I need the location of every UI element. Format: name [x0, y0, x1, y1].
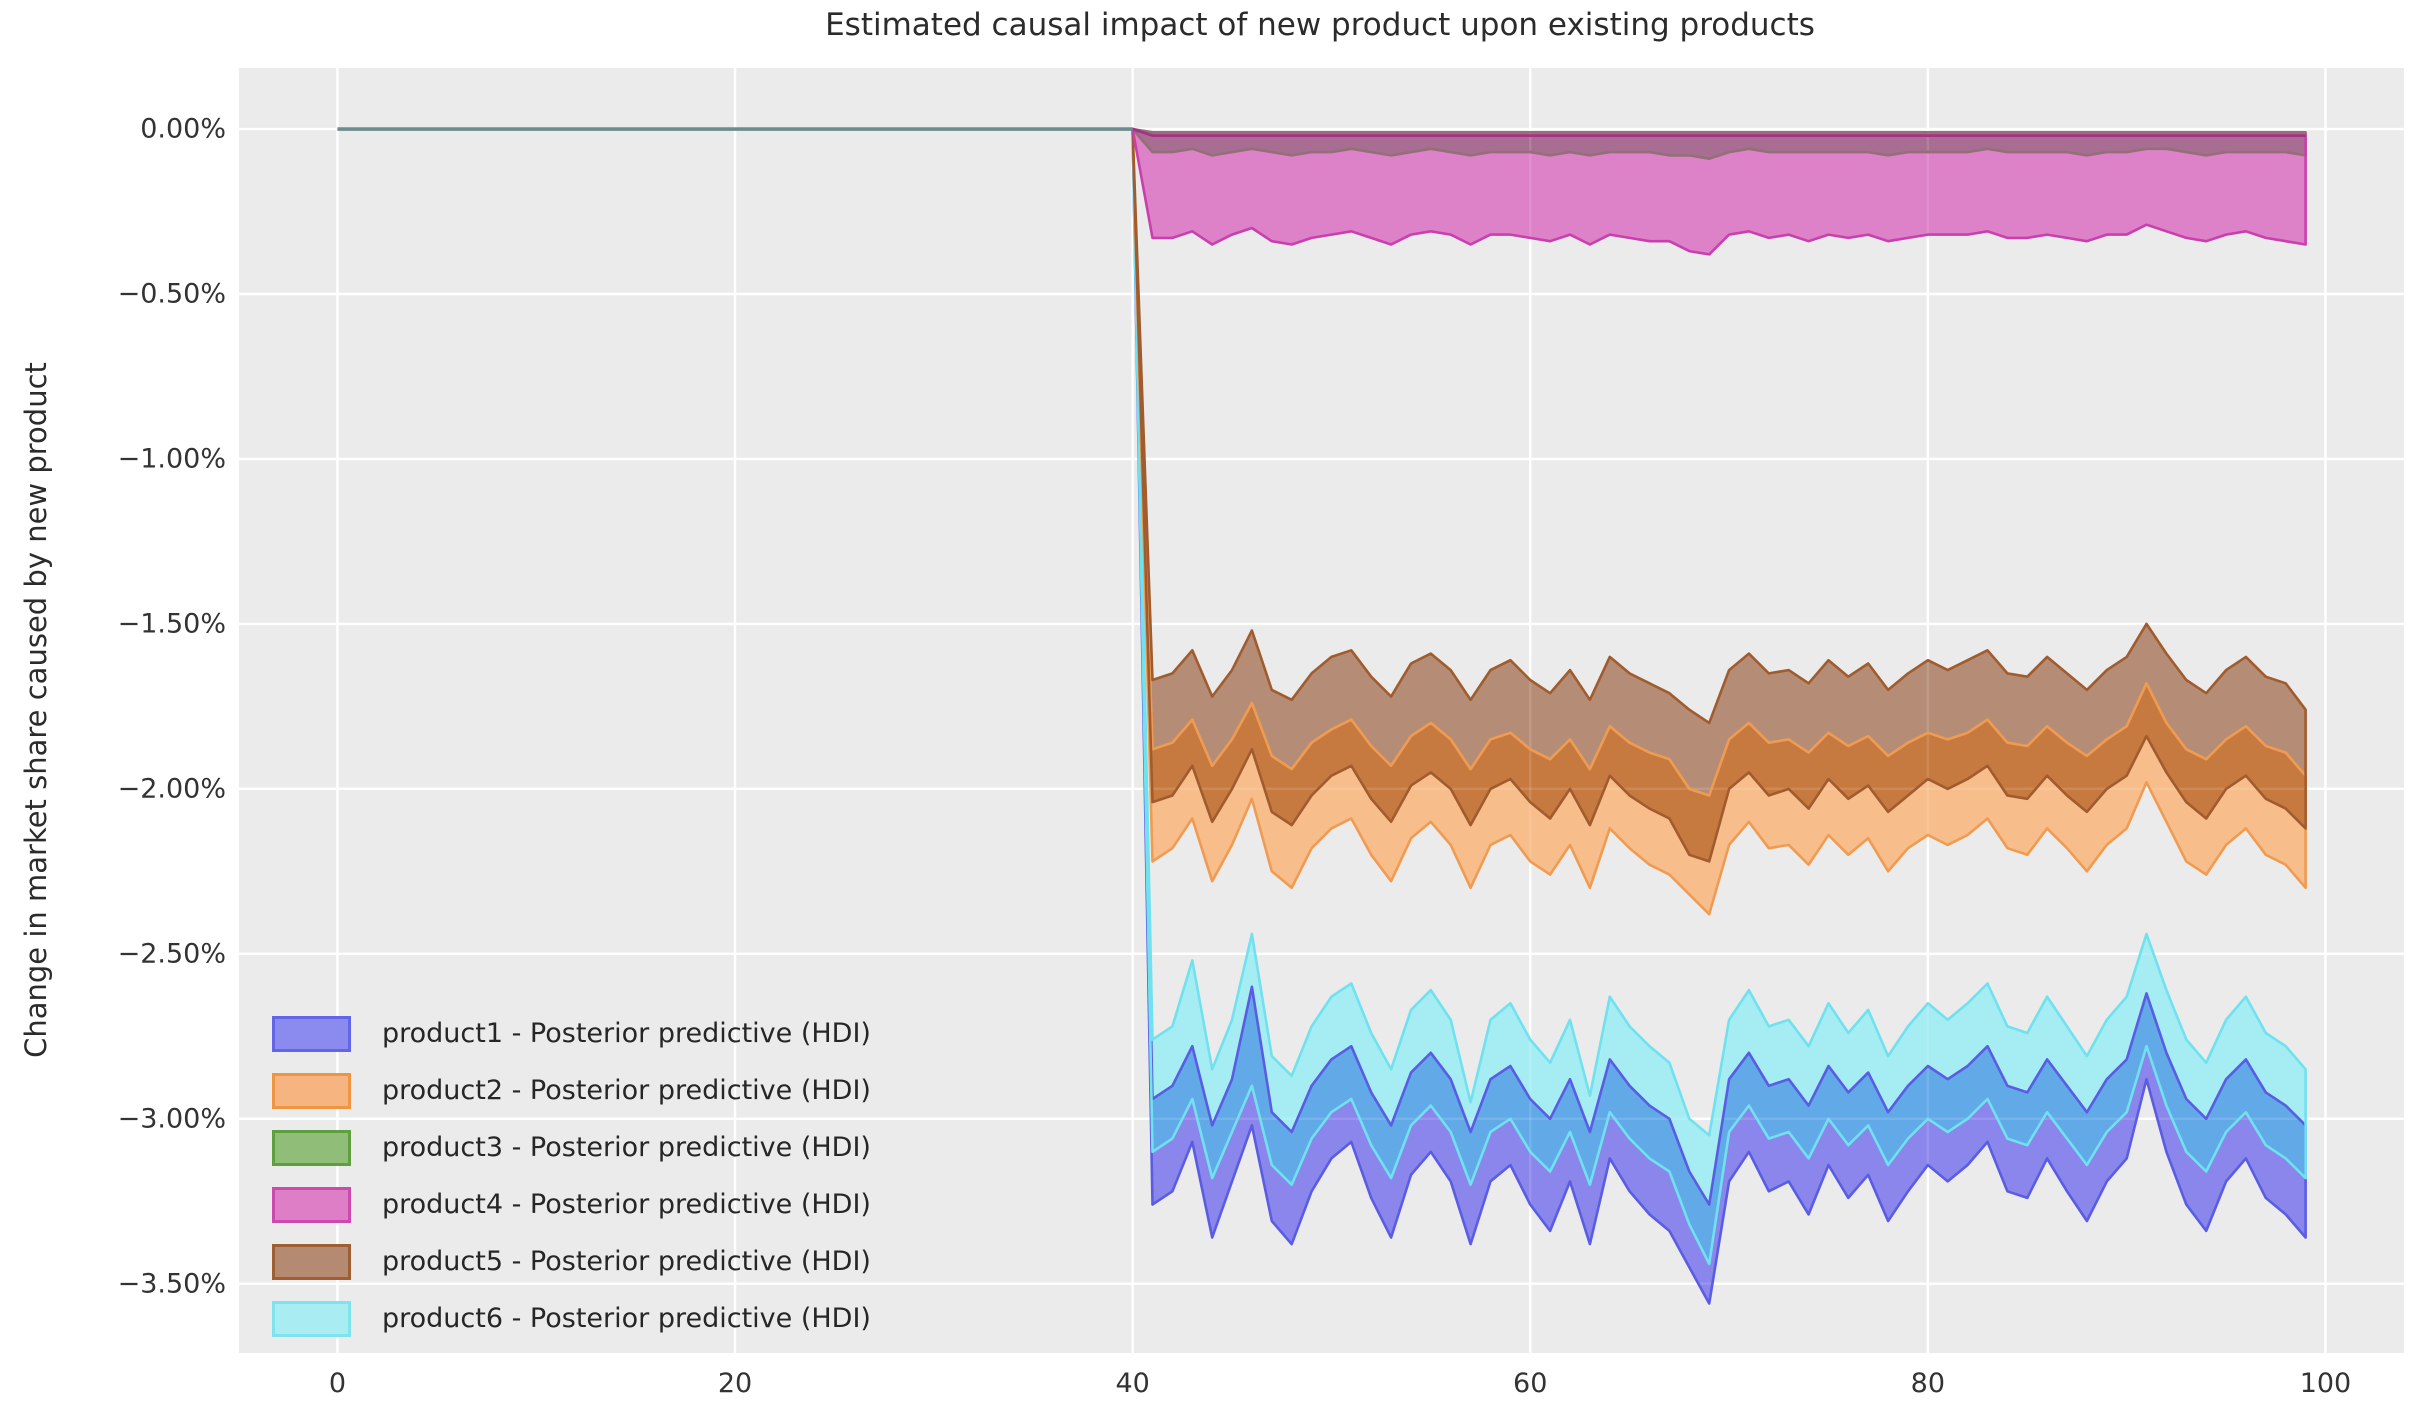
x-tick-label: 80 [1910, 1368, 1946, 1399]
band-edge-product1 [1131, 127, 2307, 1305]
legend-swatch-icon [272, 1301, 351, 1337]
legend-item-product2: product2 - Posterior predictive (HDI) [272, 1073, 871, 1109]
y-tick-labels: 0.00% −0.50% −1.00% −1.50% −2.00% −2.50% −3.00… [0, 0, 226, 1423]
y-tick-label: 0.00% [140, 113, 226, 145]
y-tick-label: −1.00% [117, 443, 226, 475]
y-tick-label: −2.00% [117, 773, 226, 805]
legend-swatch-icon [272, 1187, 351, 1223]
band-edge-product5 [1131, 127, 2307, 863]
legend-swatch-icon [272, 1073, 351, 1109]
legend-item-label: product2 - Posterior predictive (HDI) [382, 1075, 871, 1106]
band-overlap-product1-product6 [1132, 129, 2306, 1264]
legend-swatch-icon [272, 1244, 351, 1280]
legend-item-label: product1 - Posterior predictive (HDI) [382, 1018, 871, 1049]
y-tick-label: −1.50% [117, 608, 226, 640]
band-edge-top-product4 [1132, 127, 2306, 137]
y-tick-label: −2.50% [117, 938, 226, 970]
legend-item-label: product5 - Posterior predictive (HDI) [382, 1246, 871, 1277]
legend-item-product3: product3 - Posterior predictive (HDI) [272, 1130, 871, 1166]
band-edge-product2 [1131, 127, 2307, 916]
x-tick-label: 0 [328, 1368, 346, 1399]
legend-item-label: product6 - Posterior predictive (HDI) [382, 1303, 871, 1334]
x-tick-label: 60 [1513, 1368, 1548, 1399]
band-product2 [1132, 129, 2306, 915]
band-product1 [1132, 129, 2306, 1304]
x-tick-label: 20 [717, 1368, 753, 1399]
legend-item-label: product3 - Posterior predictive (HDI) [382, 1132, 871, 1163]
legend-swatch-icon [272, 1016, 351, 1052]
y-tick-label: −0.50% [117, 278, 226, 310]
x-tick-label: 100 [2299, 1368, 2352, 1399]
band-overlap-product2-product5 [1132, 129, 2306, 862]
chart-title: Estimated causal impact of new product u… [825, 7, 1815, 43]
legend-item-product5: product5 - Posterior predictive (HDI) [272, 1244, 871, 1280]
y-tick-label: −3.50% [117, 1268, 226, 1300]
legend: product1 - Posterior predictive (HDI) pro… [272, 1016, 871, 1337]
band-product5 [1132, 129, 2306, 862]
legend-item-product6: product6 - Posterior predictive (HDI) [272, 1301, 871, 1337]
legend-item-product1: product1 - Posterior predictive (HDI) [272, 1016, 871, 1052]
legend-swatch-icon [272, 1130, 351, 1166]
y-tick-label: −3.00% [117, 1103, 226, 1135]
legend-item-product4: product4 - Posterior predictive (HDI) [272, 1187, 871, 1223]
legend-item-label: product4 - Posterior predictive (HDI) [382, 1189, 871, 1220]
band-product4 [1132, 129, 2306, 255]
band-edge-product6 [1131, 127, 2307, 1266]
x-tick-label: 40 [1115, 1368, 1150, 1399]
